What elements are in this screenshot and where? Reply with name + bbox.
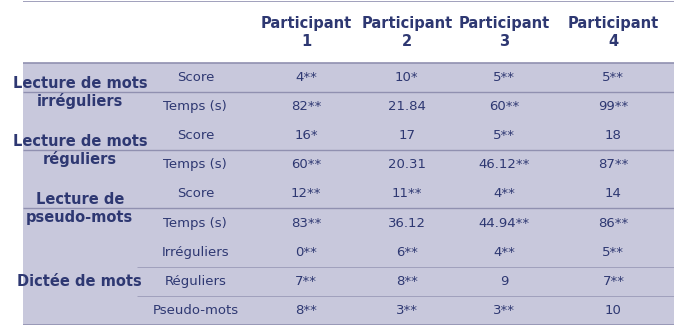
Text: 18: 18 [605, 129, 622, 142]
Text: 44.94**: 44.94** [479, 216, 530, 230]
Text: 9: 9 [500, 274, 509, 288]
Text: Participant
1: Participant 1 [261, 16, 352, 49]
Text: 60**: 60** [489, 100, 520, 113]
Text: 5**: 5** [602, 71, 624, 84]
Text: Participant
3: Participant 3 [459, 16, 550, 49]
Text: Participant
2: Participant 2 [361, 16, 452, 49]
Text: 21.84: 21.84 [388, 100, 426, 113]
Text: 16*: 16* [294, 129, 318, 142]
Text: Participant
4: Participant 4 [568, 16, 659, 49]
Text: 12**: 12** [291, 187, 321, 200]
Text: 10: 10 [605, 304, 622, 317]
Text: Temps (s): Temps (s) [163, 100, 227, 113]
Text: 36.12: 36.12 [388, 216, 426, 230]
Bar [23, 63, 674, 92]
Bar [23, 296, 674, 325]
Text: 99**: 99** [598, 100, 628, 113]
Bar [23, 209, 674, 238]
Text: Pseudo-mots: Pseudo-mots [153, 304, 238, 317]
Text: 87**: 87** [598, 158, 628, 171]
Text: Irréguliers: Irréguliers [161, 245, 230, 259]
Text: Lecture de mots
irréguliers: Lecture de mots irréguliers [13, 76, 147, 109]
Text: 6**: 6** [396, 245, 418, 259]
Text: 17: 17 [398, 129, 415, 142]
Text: 46.12**: 46.12** [479, 158, 530, 171]
Bar [23, 179, 674, 209]
Text: 11**: 11** [392, 187, 422, 200]
Text: 20.31: 20.31 [388, 158, 426, 171]
Text: Score: Score [177, 71, 214, 84]
Text: 0**: 0** [295, 245, 317, 259]
Text: Score: Score [177, 129, 214, 142]
Text: 60**: 60** [291, 158, 321, 171]
Text: 3**: 3** [396, 304, 418, 317]
Text: 7**: 7** [602, 274, 624, 288]
Text: Lecture de
pseudo-mots: Lecture de pseudo-mots [26, 192, 134, 225]
Text: Temps (s): Temps (s) [163, 216, 227, 230]
Text: 4**: 4** [295, 71, 317, 84]
Text: 3**: 3** [493, 304, 516, 317]
Text: 5**: 5** [602, 245, 624, 259]
Text: Réguliers: Réguliers [165, 274, 226, 288]
Text: Score: Score [177, 187, 214, 200]
Text: 14: 14 [605, 187, 622, 200]
Text: 4**: 4** [493, 245, 516, 259]
Text: 86**: 86** [598, 216, 628, 230]
Text: 8**: 8** [295, 304, 317, 317]
Bar [23, 92, 674, 121]
Text: 82**: 82** [291, 100, 321, 113]
Text: 5**: 5** [493, 71, 516, 84]
Bar [23, 267, 674, 296]
Bar [23, 150, 674, 179]
Text: 10*: 10* [395, 71, 418, 84]
Text: 4**: 4** [493, 187, 516, 200]
Text: 8**: 8** [396, 274, 418, 288]
Text: Lecture de mots
réguliers: Lecture de mots réguliers [13, 134, 147, 167]
Bar [23, 238, 674, 267]
Text: Temps (s): Temps (s) [163, 158, 227, 171]
Bar [23, 1, 674, 63]
Text: 7**: 7** [295, 274, 317, 288]
Text: Dictée de mots: Dictée de mots [18, 274, 142, 289]
Text: 5**: 5** [493, 129, 516, 142]
Bar [23, 121, 674, 150]
Text: 83**: 83** [291, 216, 321, 230]
